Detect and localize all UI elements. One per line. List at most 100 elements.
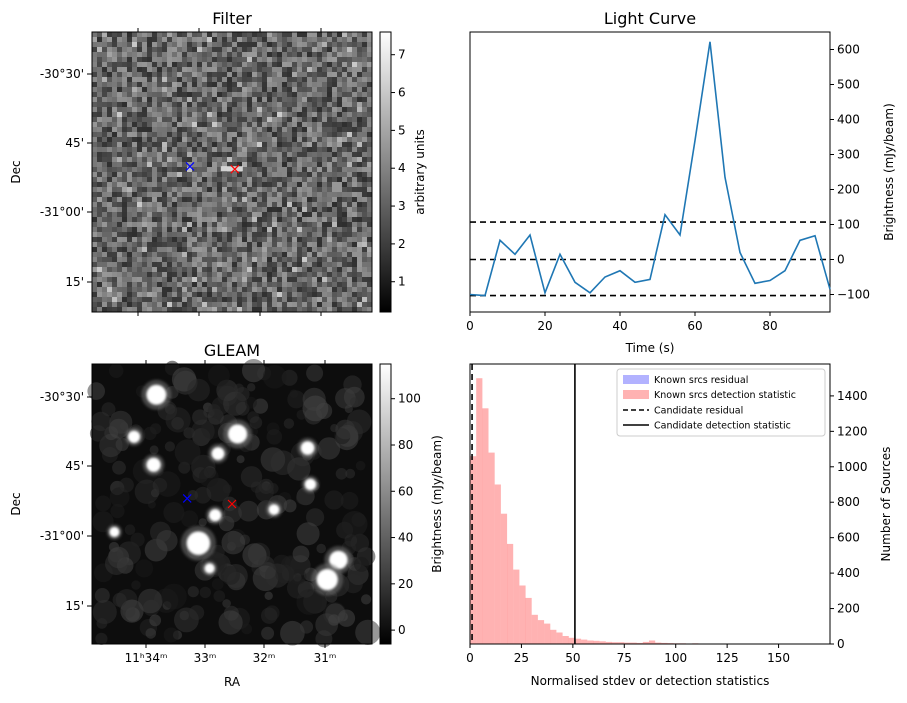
filter-pixel <box>267 72 272 77</box>
filter-pixel <box>322 267 327 272</box>
filter-pixel <box>127 102 132 107</box>
filter-pixel <box>147 257 152 262</box>
filter-pixel <box>302 237 307 242</box>
filter-pixel <box>227 187 232 192</box>
filter-pixel <box>137 292 142 297</box>
filter-pixel <box>142 217 147 222</box>
filter-pixel <box>242 192 247 197</box>
filter-pixel <box>277 212 282 217</box>
filter-pixel <box>152 47 157 52</box>
filter-pixel <box>272 137 277 142</box>
filter-pixel <box>137 242 142 247</box>
filter-pixel <box>107 137 112 142</box>
filter-pixel <box>227 267 232 272</box>
filter-pixel <box>347 287 352 292</box>
filter-pixel <box>182 187 187 192</box>
filter-pixel <box>102 112 107 117</box>
filter-pixel <box>112 67 117 72</box>
filter-pixel <box>247 192 252 197</box>
filter-pixel <box>167 137 172 142</box>
filter-pixel <box>252 287 257 292</box>
filter-pixel <box>147 217 152 222</box>
filter-pixel <box>162 167 167 172</box>
filter-pixel <box>362 272 367 277</box>
filter-pixel <box>317 57 322 62</box>
filter-pixel <box>272 167 277 172</box>
gleam-noise-blob <box>263 365 287 389</box>
filter-pixel <box>187 147 192 152</box>
filter-pixel <box>327 242 332 247</box>
filter-pixel <box>227 57 232 62</box>
filter-pixel <box>257 192 262 197</box>
filter-pixel <box>277 62 282 67</box>
filter-pixel <box>167 287 172 292</box>
filter-pixel <box>297 67 302 72</box>
filter-pixel <box>117 297 122 302</box>
filter-pixel <box>187 197 192 202</box>
filter-pixel <box>352 62 357 67</box>
filter-pixel <box>237 157 242 162</box>
filter-pixel <box>242 237 247 242</box>
filter-pixel <box>362 242 367 247</box>
filter-pixel <box>277 247 282 252</box>
filter-pixel <box>197 132 202 137</box>
filter-pixel <box>297 282 302 287</box>
filter-pixel <box>152 267 157 272</box>
filter-pixel <box>242 92 247 97</box>
filter-pixel <box>227 62 232 67</box>
filter-pixel <box>142 302 147 307</box>
filter-pixel <box>267 132 272 137</box>
filter-pixel <box>312 177 317 182</box>
filter-pixel <box>182 242 187 247</box>
lightcurve-xtick-label: 40 <box>612 319 627 333</box>
filter-pixel <box>112 112 117 117</box>
filter-pixel <box>147 232 152 237</box>
filter-pixel <box>232 117 237 122</box>
filter-pixel <box>147 222 152 227</box>
filter-pixel <box>352 82 357 87</box>
filter-pixel <box>207 207 212 212</box>
filter-pixel <box>137 267 142 272</box>
filter-pixel <box>122 247 127 252</box>
filter-pixel <box>357 197 362 202</box>
filter-pixel <box>352 207 357 212</box>
gleam-noise-blob <box>261 608 277 624</box>
filter-pixel <box>337 107 342 112</box>
filter-pixel <box>307 132 312 137</box>
filter-pixel <box>217 62 222 67</box>
filter-pixel <box>187 122 192 127</box>
filter-pixel <box>242 37 247 42</box>
filter-pixel <box>342 172 347 177</box>
filter-pixel <box>107 152 112 157</box>
filter-pixel <box>357 132 362 137</box>
filter-pixel <box>267 97 272 102</box>
filter-pixel <box>157 267 162 272</box>
filter-pixel <box>172 52 177 57</box>
filter-pixel <box>182 37 187 42</box>
filter-pixel <box>92 157 97 162</box>
filter-pixel <box>92 297 97 302</box>
filter-pixel <box>212 167 217 172</box>
filter-pixel <box>322 162 327 167</box>
filter-pixel <box>137 197 142 202</box>
filter-pixel <box>222 37 227 42</box>
gleam-source <box>209 509 221 521</box>
filter-pixel <box>197 92 202 97</box>
filter-pixel <box>332 302 337 307</box>
filter-pixel <box>162 207 167 212</box>
filter-pixel <box>247 212 252 217</box>
filter-pixel <box>207 147 212 152</box>
filter-pixel <box>182 212 187 217</box>
filter-pixel <box>217 192 222 197</box>
filter-pixel <box>292 132 297 137</box>
filter-pixel <box>272 67 277 72</box>
filter-pixel <box>272 162 277 167</box>
filter-pixel <box>312 112 317 117</box>
filter-pixel <box>97 292 102 297</box>
filter-pixel <box>282 252 287 257</box>
filter-pixel <box>317 172 322 177</box>
filter-pixel <box>272 302 277 307</box>
filter-pixel <box>252 77 257 82</box>
filter-pixel <box>307 302 312 307</box>
filter-pixel <box>157 272 162 277</box>
